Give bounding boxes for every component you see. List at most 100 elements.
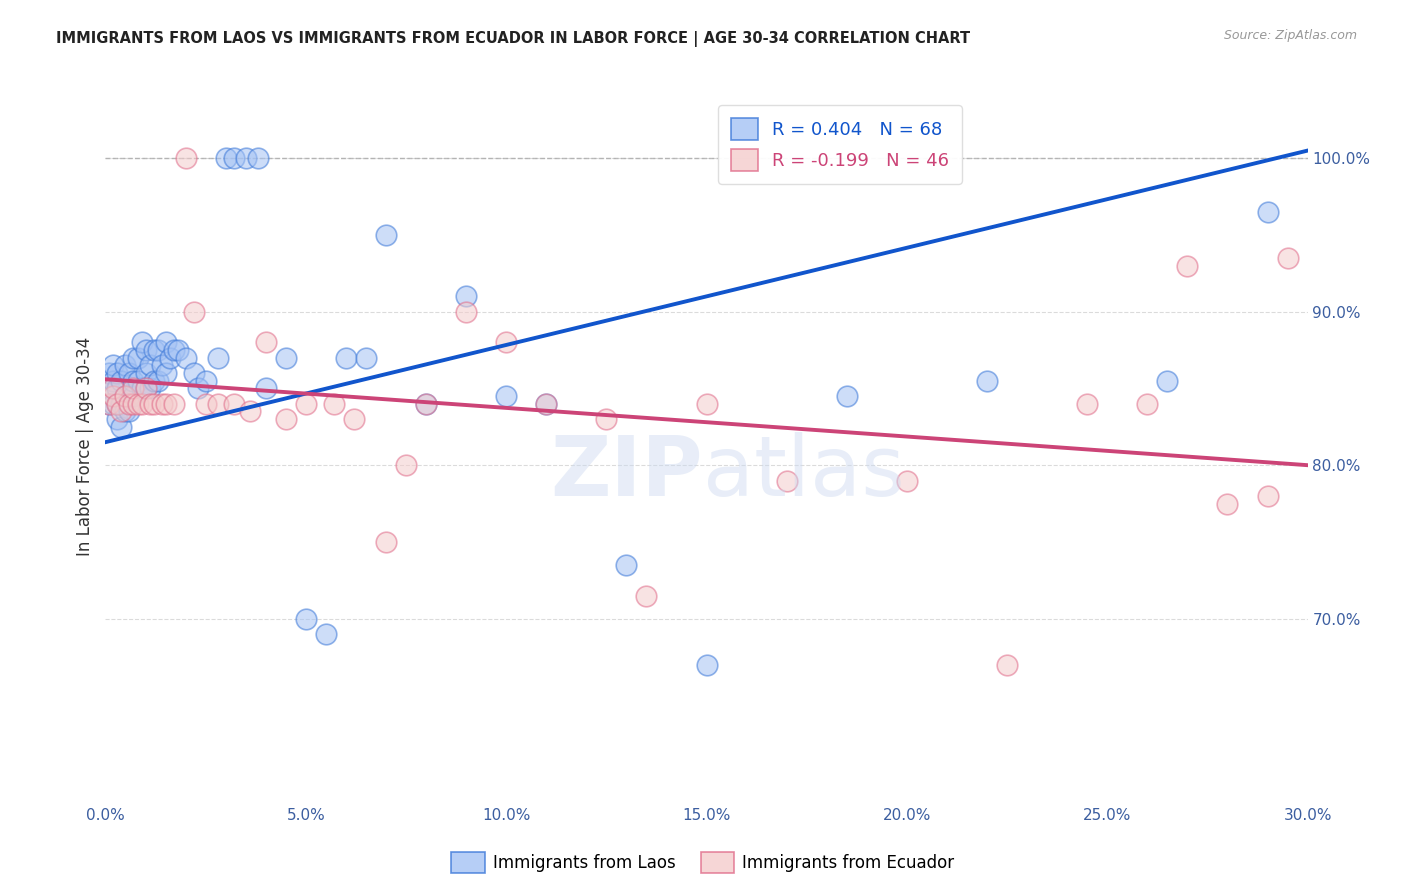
- Point: [142, 397, 165, 411]
- Point: [896, 474, 918, 488]
- Point: [135, 343, 157, 357]
- Point: [222, 397, 245, 411]
- Point: [138, 397, 160, 411]
- Point: [155, 366, 177, 380]
- Point: [776, 474, 799, 488]
- Point: [142, 343, 165, 357]
- Point: [354, 351, 377, 365]
- Point: [162, 343, 184, 357]
- Point: [122, 374, 145, 388]
- Point: [534, 397, 557, 411]
- Point: [194, 374, 217, 388]
- Point: [636, 589, 658, 603]
- Point: [183, 304, 205, 318]
- Point: [235, 151, 257, 165]
- Point: [131, 397, 153, 411]
- Point: [415, 397, 437, 411]
- Point: [110, 397, 132, 411]
- Point: [295, 397, 318, 411]
- Point: [1257, 489, 1279, 503]
- Point: [495, 335, 517, 350]
- Point: [131, 381, 153, 395]
- Point: [696, 397, 718, 411]
- Point: [254, 335, 277, 350]
- Point: [995, 657, 1018, 672]
- Point: [107, 381, 129, 395]
- Point: [135, 381, 157, 395]
- Point: [98, 366, 121, 380]
- Point: [735, 811, 758, 825]
- Point: [127, 374, 149, 388]
- Point: [1156, 374, 1178, 388]
- Point: [207, 351, 229, 365]
- Point: [98, 397, 121, 411]
- Point: [374, 227, 398, 242]
- Point: [335, 351, 357, 365]
- Point: [135, 366, 157, 380]
- Point: [187, 381, 209, 395]
- Point: [122, 381, 145, 395]
- Point: [295, 612, 318, 626]
- Point: [155, 335, 177, 350]
- Point: [214, 151, 236, 165]
- Point: [254, 381, 277, 395]
- Point: [454, 289, 477, 303]
- Point: [343, 412, 366, 426]
- Point: [138, 359, 160, 373]
- Point: [107, 397, 129, 411]
- Point: [1076, 397, 1098, 411]
- Point: [1257, 205, 1279, 219]
- Point: [103, 389, 125, 403]
- Point: [118, 397, 141, 411]
- Point: [142, 374, 165, 388]
- Point: [395, 458, 418, 473]
- Point: [222, 151, 245, 165]
- Point: [98, 381, 121, 395]
- Point: [696, 657, 718, 672]
- Point: [454, 304, 477, 318]
- Y-axis label: In Labor Force | Age 30-34: In Labor Force | Age 30-34: [76, 336, 94, 556]
- Point: [114, 404, 136, 418]
- Legend: R = 0.404   N = 68, R = -0.199   N = 46: R = 0.404 N = 68, R = -0.199 N = 46: [718, 105, 962, 184]
- Point: [495, 389, 517, 403]
- Point: [146, 343, 169, 357]
- Point: [110, 404, 132, 418]
- Point: [1136, 397, 1159, 411]
- Point: [135, 381, 157, 395]
- Point: [122, 351, 145, 365]
- Point: [107, 397, 129, 411]
- Point: [159, 351, 181, 365]
- Point: [534, 397, 557, 411]
- Point: [246, 151, 269, 165]
- Point: [110, 374, 132, 388]
- Text: atlas: atlas: [703, 433, 904, 513]
- Text: Source: ZipAtlas.com: Source: ZipAtlas.com: [1223, 29, 1357, 42]
- Point: [127, 397, 149, 411]
- Point: [150, 397, 173, 411]
- Point: [127, 351, 149, 365]
- Point: [122, 389, 145, 403]
- Point: [274, 412, 297, 426]
- Point: [114, 389, 136, 403]
- Point: [174, 151, 197, 165]
- Point: [114, 389, 136, 403]
- Point: [146, 374, 169, 388]
- Point: [274, 351, 297, 365]
- Point: [616, 558, 638, 572]
- Point: [118, 389, 141, 403]
- Point: [103, 397, 125, 411]
- Point: [183, 366, 205, 380]
- Point: [415, 397, 437, 411]
- Point: [138, 381, 160, 395]
- Point: [1177, 259, 1199, 273]
- Point: [239, 404, 262, 418]
- Point: [118, 366, 141, 380]
- Text: ZIP: ZIP: [551, 433, 703, 513]
- Point: [194, 397, 217, 411]
- Point: [103, 374, 125, 388]
- Legend: Immigrants from Laos, Immigrants from Ecuador: Immigrants from Laos, Immigrants from Ec…: [444, 846, 962, 880]
- Point: [114, 359, 136, 373]
- Point: [110, 419, 132, 434]
- Point: [107, 366, 129, 380]
- Point: [315, 627, 337, 641]
